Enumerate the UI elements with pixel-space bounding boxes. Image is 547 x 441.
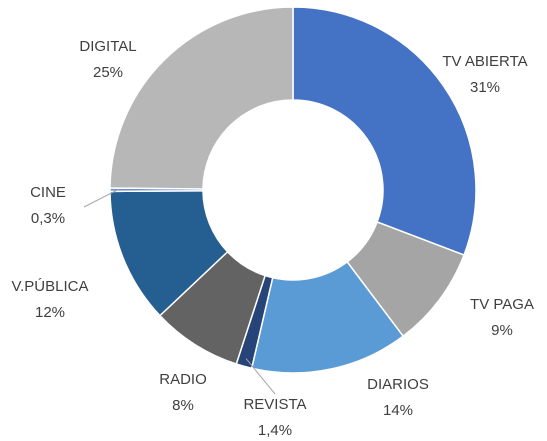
slice-label: RADIO — [159, 371, 207, 388]
value-label: 12% — [35, 304, 65, 321]
slice — [292, 6, 477, 257]
leader-line — [245, 358, 276, 395]
value-label: 25% — [93, 64, 123, 81]
slice-label: DIGITAL — [79, 38, 136, 55]
value-label: 8% — [172, 397, 194, 414]
value-label: 1,4% — [258, 422, 292, 439]
value-label: 31% — [470, 79, 500, 96]
slice-label: TV PAGA — [470, 296, 534, 313]
value-label: 14% — [383, 402, 413, 419]
slice — [109, 6, 294, 190]
slice-label: V.PÚBLICA — [12, 278, 89, 295]
value-label: 9% — [491, 322, 513, 339]
slice-label: CINE — [30, 184, 66, 201]
slice — [250, 260, 405, 374]
slice-label: TV ABIERTA — [442, 53, 527, 70]
value-label: 0,3% — [31, 210, 65, 227]
leader-line — [83, 189, 119, 208]
slice-label: DIARIOS — [367, 376, 429, 393]
slice-label: REVISTA — [243, 396, 306, 413]
